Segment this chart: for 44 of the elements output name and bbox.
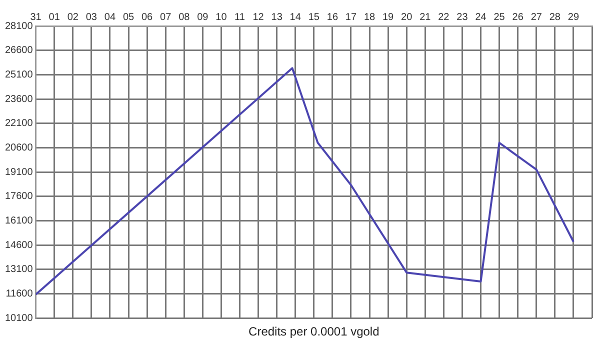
- x-tick-label: 09: [197, 12, 209, 23]
- x-axis-title: Credits per 0.0001 vgold: [248, 324, 380, 338]
- x-tick-label: 31: [30, 12, 42, 23]
- x-tick-label: 01: [48, 12, 60, 23]
- x-tick-label: 12: [252, 12, 264, 23]
- x-tick-label: 02: [67, 12, 79, 23]
- x-tick-label: 20: [401, 12, 413, 23]
- x-tick-label: 13: [271, 12, 283, 23]
- x-tick-label: 18: [364, 12, 376, 23]
- y-tick-label: 13100: [4, 264, 34, 276]
- y-tick-label: 28100: [4, 20, 34, 32]
- y-tick-label: 11600: [6, 288, 34, 300]
- x-tick-label: 06: [141, 12, 154, 23]
- x-tick-label: 21: [420, 12, 432, 23]
- y-tick-label: 10100: [4, 312, 34, 324]
- y-tick-label: 26600: [4, 45, 34, 56]
- x-tick-label: 10: [216, 12, 228, 23]
- x-tick-label: 23: [456, 12, 468, 23]
- x-tick-label: 27: [530, 12, 542, 23]
- x-tick-label: 17: [345, 12, 357, 23]
- x-tick-label: 05: [122, 12, 135, 23]
- x-tick-label: 22: [438, 12, 450, 23]
- x-tick-label: 19: [382, 12, 394, 23]
- y-tick-label: 20600: [4, 142, 34, 154]
- x-tick-label: 28: [549, 12, 561, 23]
- x-tick-label: 08: [178, 12, 190, 23]
- y-tick-label: 14600: [4, 240, 34, 251]
- x-tick-label: 14: [290, 12, 302, 23]
- y-tick-label: 16100: [4, 215, 34, 226]
- x-tick-label: 26: [512, 12, 524, 23]
- x-tick-label: 15: [308, 12, 320, 23]
- y-tick-label: 19100: [4, 166, 34, 178]
- x-tick-label: 03: [86, 12, 98, 23]
- x-tick-label: 04: [104, 12, 116, 23]
- x-tick-label: 11: [234, 12, 246, 23]
- y-tick-label: 17600: [4, 191, 34, 202]
- x-tick-label: 24: [475, 12, 487, 23]
- y-tick-label: 22100: [4, 118, 34, 130]
- x-tick-label: 07: [160, 12, 172, 23]
- x-tick-label: 29: [568, 12, 580, 23]
- y-tick-label: 23600: [4, 94, 34, 105]
- x-tick-label: 25: [494, 12, 506, 23]
- y-tick-label: 25100: [4, 69, 34, 80]
- x-tick-label: 16: [326, 12, 338, 23]
